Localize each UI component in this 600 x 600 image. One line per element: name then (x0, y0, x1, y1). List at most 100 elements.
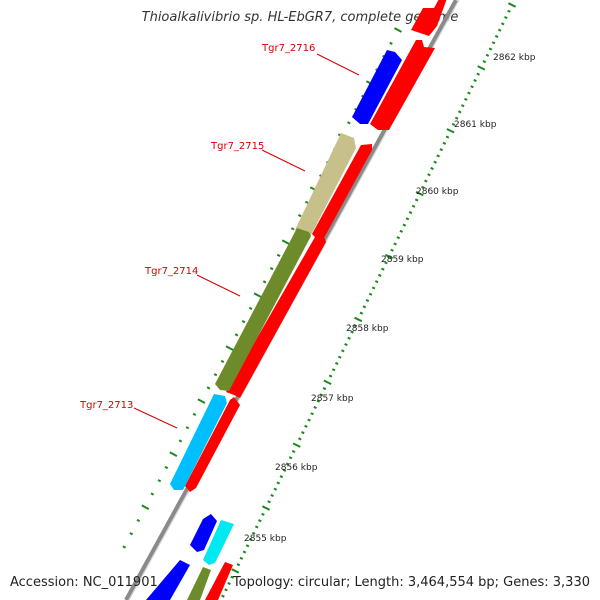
gene-blue-bottom[interactable] (146, 560, 190, 600)
major-tick (507, 2, 517, 8)
minor-tick (230, 575, 234, 579)
minor-tick (467, 91, 471, 95)
minor-tick (221, 594, 225, 598)
minor-tick (313, 405, 317, 410)
minor-tick (507, 9, 511, 13)
minor-tick (220, 359, 225, 363)
minor-tick (129, 532, 134, 536)
outer-tick-line (221, 2, 517, 598)
minor-tick (122, 545, 127, 549)
minor-tick (178, 439, 183, 443)
minor-tick (344, 342, 348, 347)
minor-tick (279, 475, 284, 479)
gene-label-tgr7-2715[interactable]: Tgr7_2715 (210, 141, 264, 152)
minor-tick (297, 214, 302, 218)
gene-tgr7-2713[interactable] (170, 394, 227, 490)
gene-label-tgr7-2714[interactable]: Tgr7_2714 (144, 266, 198, 277)
minor-tick (362, 305, 367, 309)
major-tick (169, 451, 178, 457)
minor-tick (316, 399, 321, 403)
major-tick (415, 191, 424, 197)
scale-label-2856: 2856 kbp (275, 463, 318, 473)
minor-tick (319, 393, 324, 397)
forward-gene-2714[interactable] (226, 237, 326, 398)
forward-gene-2713[interactable] (185, 397, 240, 492)
minor-tick (393, 242, 397, 246)
gene-blue-2855[interactable] (190, 514, 217, 552)
minor-tick (390, 248, 394, 252)
forward-gene-2715[interactable] (312, 144, 372, 240)
minor-tick (224, 588, 228, 592)
major-tick (261, 505, 271, 511)
minor-tick (494, 34, 499, 39)
minor-tick (402, 223, 407, 227)
minor-tick (290, 227, 295, 231)
major-tick (477, 65, 486, 71)
minor-tick (322, 386, 327, 391)
minor-tick (251, 531, 256, 535)
minor-tick (248, 537, 253, 542)
minor-tick (384, 261, 388, 265)
minor-tick (504, 15, 508, 20)
minor-tick (396, 236, 401, 240)
gene-tgr7-2715[interactable] (295, 133, 356, 235)
minor-tick (164, 465, 169, 470)
gene-label-tgr7-2713[interactable]: Tgr7_2713 (79, 400, 133, 411)
minor-tick (436, 154, 440, 158)
minor-tick (457, 110, 462, 114)
minor-tick (234, 333, 239, 337)
minor-tick (242, 550, 247, 554)
leader-tgr7-2713 (133, 407, 178, 429)
minor-tick (445, 135, 450, 139)
scale-label-2859: 2859 kbp (381, 255, 424, 265)
minor-tick (482, 60, 487, 64)
minor-tick (500, 22, 505, 26)
minor-tick (399, 229, 404, 233)
minor-tick (368, 292, 373, 296)
minor-tick (337, 355, 342, 359)
minor-tick (227, 581, 231, 586)
minor-tick (248, 306, 253, 310)
minor-tick (405, 217, 410, 221)
scale-label-2855: 2855 kbp (244, 534, 287, 544)
gene-label-tgr7-2716[interactable]: Tgr7_2716 (261, 43, 315, 54)
major-tick (384, 253, 394, 260)
minor-tick (136, 518, 141, 523)
minor-tick (288, 456, 293, 460)
minor-tick (304, 200, 309, 204)
minor-tick (359, 311, 364, 315)
minor-tick (365, 298, 370, 303)
minor-tick (473, 78, 477, 83)
minor-tick (276, 253, 281, 257)
minor-tick (497, 28, 502, 32)
minor-tick (185, 426, 190, 430)
minor-tick (304, 424, 308, 428)
forward-gene-2716[interactable] (370, 40, 435, 130)
minor-tick (270, 493, 274, 498)
gene-cyan-2855[interactable] (203, 520, 234, 565)
minor-tick (424, 179, 428, 183)
leader-tgr7-2714 (196, 274, 241, 297)
minor-tick (213, 373, 218, 377)
minor-tick (236, 563, 241, 567)
accession-text: Accession: NC_011901 (10, 575, 158, 590)
gene-tgr7-2716[interactable] (352, 50, 402, 124)
scale-label-2860: 2860 kbp (416, 187, 459, 197)
minor-tick (254, 525, 259, 529)
leader-tgr7-2716 (316, 53, 360, 76)
minor-tick (451, 122, 456, 127)
major-tick (231, 568, 240, 574)
forward-gene-bottom[interactable] (205, 562, 233, 600)
minor-tick (192, 412, 197, 416)
minor-tick (285, 462, 290, 466)
major-tick (354, 316, 363, 323)
minor-tick (328, 374, 333, 378)
gene-olive-bottom[interactable] (187, 567, 211, 600)
major-tick (253, 292, 262, 298)
minor-tick (464, 97, 468, 101)
major-tick (141, 504, 150, 510)
minor-tick (206, 386, 211, 390)
minor-tick (439, 148, 444, 152)
gene-tgr7-2714[interactable] (215, 228, 311, 391)
forward-gene-top[interactable] (411, 0, 450, 36)
